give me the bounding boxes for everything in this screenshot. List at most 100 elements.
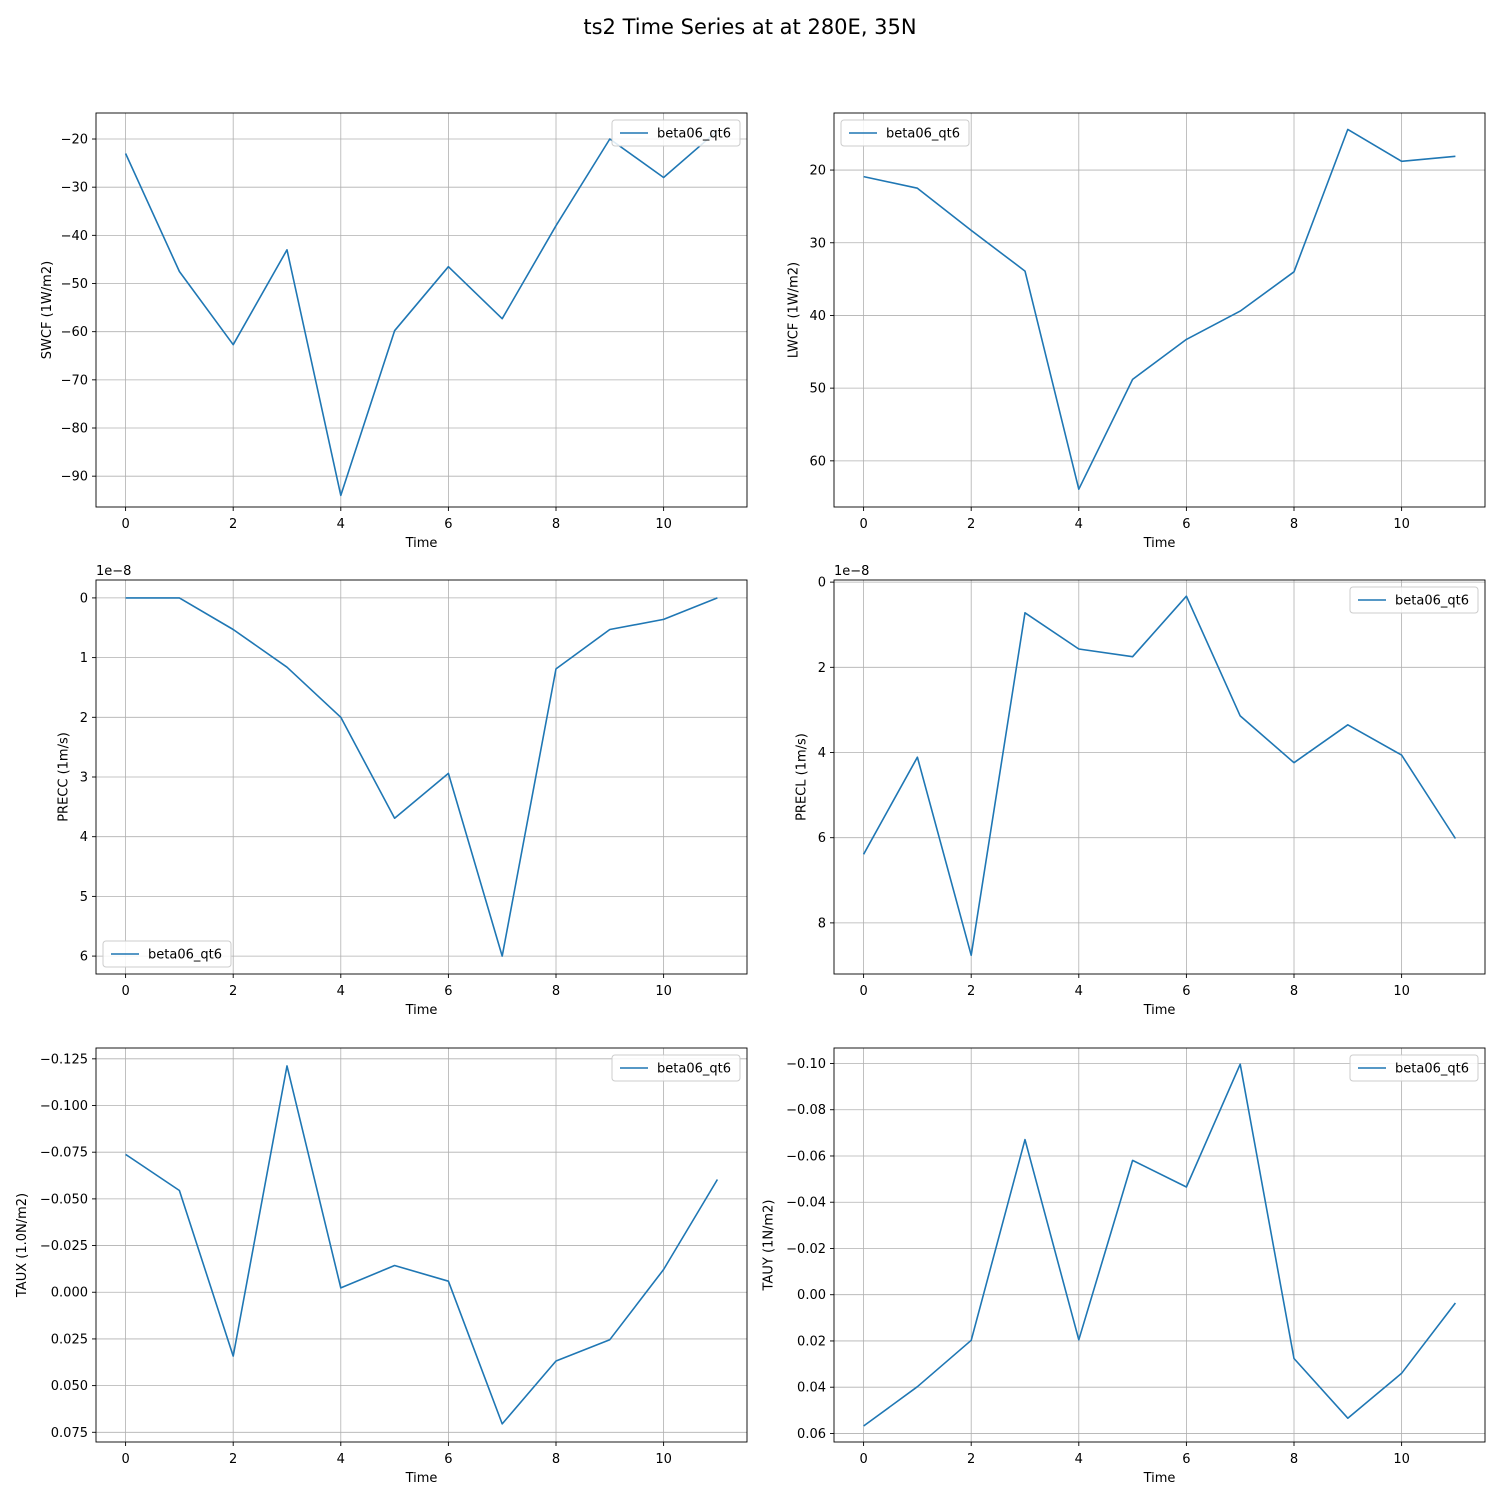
series-line-beta06-qt6	[863, 128, 1456, 491]
subplot-precc: 0 2 4 6 8 10 0 1 2 3 4 5 6 Time PRECC (1m/s) 1e−8 beta06…	[57, 564, 748, 1018]
legend-label: beta06_qt6	[657, 127, 731, 142]
x-tick-label: 0	[121, 517, 129, 532]
y-tick-label: 0.075	[51, 1426, 88, 1441]
y-tick-label: 4	[80, 830, 88, 845]
y-tick-label: −0.08	[786, 1103, 826, 1118]
x-axis-label: Time	[1143, 1003, 1176, 1018]
x-tick-label: 10	[1393, 1452, 1410, 1467]
series-line-beta06-qt6	[863, 1063, 1457, 1427]
legend: beta06_qt6	[1349, 1054, 1479, 1082]
legend: beta06_qt6	[840, 119, 970, 147]
x-axis-label: Time	[405, 536, 438, 551]
x-axis-label: Time	[1143, 536, 1176, 551]
series-line-beta06-qt6	[124, 130, 718, 497]
figure-title: ts2 Time Series at at 280E, 35N	[583, 15, 917, 39]
x-tick-label: 10	[1393, 984, 1410, 999]
x-axis-label: Time	[1143, 1471, 1176, 1486]
y-offset-text: 1e−8	[834, 564, 869, 579]
x-tick-label: 4	[1075, 984, 1083, 999]
y-tick-label: −70	[61, 373, 88, 388]
x-tick-label: 2	[229, 517, 237, 532]
x-tick-label: 10	[1393, 517, 1410, 532]
y-tick-label: 6	[80, 950, 88, 965]
y-axis-label: LWCF (1W/m2)	[786, 262, 801, 358]
x-tick-label: 0	[121, 984, 129, 999]
x-tick-label: 0	[859, 984, 867, 999]
y-tick-label: 0.04	[797, 1381, 826, 1396]
axes-frame	[833, 1047, 1486, 1443]
x-tick-label: 0	[121, 1452, 129, 1467]
y-tick-label: 40	[809, 309, 826, 324]
x-tick-label: 2	[967, 1452, 975, 1467]
legend-label: beta06_qt6	[148, 948, 222, 963]
legend-box	[1349, 586, 1479, 614]
y-tick-label: −0.100	[40, 1099, 88, 1114]
subplot-swcf: 0 2 4 6 8 10 −90 −80 −70 −60 −50 −40 −30 −20 Time SWCF …	[40, 112, 748, 551]
x-tick-label: 10	[655, 1452, 672, 1467]
x-tick-label: 2	[967, 517, 975, 532]
series-line-beta06-qt6	[125, 1065, 719, 1425]
y-tick-label: 20	[809, 164, 826, 179]
y-tick-label: 0.00	[797, 1288, 826, 1303]
y-tick-label: −0.050	[40, 1192, 88, 1207]
y-axis-label: TAUY (1N/m2)	[762, 1200, 777, 1292]
legend: beta06_qt6	[102, 940, 232, 968]
x-tick-label: 0	[859, 517, 867, 532]
legend-box	[611, 119, 741, 147]
x-tick-label: 6	[1182, 1452, 1190, 1467]
y-tick-label: −60	[61, 325, 88, 340]
x-tick-label: 2	[229, 1452, 237, 1467]
y-tick-label: 5	[80, 890, 88, 905]
x-tick-label: 2	[967, 984, 975, 999]
subplot-taux: 0 2 4 6 8 10 −0.125 −0.100 −0.075 −0.050 −0.025 0.0…	[15, 1047, 748, 1486]
y-tick-label: 8	[818, 916, 826, 931]
legend: beta06_qt6	[611, 1054, 741, 1082]
subplot-precl: 0 2 4 6 8 10 0 2 4 6 8 Time PRECL (1m/s) 1e−8 beta06_q…	[795, 564, 1486, 1018]
x-axis-label: Time	[405, 1003, 438, 1018]
x-tick-label: 6	[444, 517, 452, 532]
x-tick-label: 6	[1182, 984, 1190, 999]
y-tick-label: 0.025	[51, 1332, 88, 1347]
x-tick-label: 10	[655, 984, 672, 999]
y-axis-label: PRECC (1m/s)	[57, 732, 72, 822]
x-axis-label: Time	[405, 1471, 438, 1486]
y-tick-label: 60	[809, 454, 826, 469]
x-tick-label: 4	[337, 517, 345, 532]
legend: beta06_qt6	[611, 119, 741, 147]
legend-box	[102, 940, 232, 968]
x-tick-label: 6	[444, 984, 452, 999]
legend-label: beta06_qt6	[1395, 594, 1469, 609]
y-tick-label: −40	[61, 229, 88, 244]
y-tick-label: −20	[61, 133, 88, 148]
x-tick-label: 4	[1075, 517, 1083, 532]
y-tick-label: −30	[61, 181, 88, 196]
y-tick-label: −0.02	[786, 1242, 826, 1257]
y-tick-label: 30	[809, 236, 826, 251]
legend-label: beta06_qt6	[886, 127, 960, 142]
y-tick-label: 2	[818, 661, 826, 676]
y-tick-label: −0.04	[786, 1196, 826, 1211]
y-tick-label: −0.06	[786, 1149, 826, 1164]
x-tick-label: 4	[337, 984, 345, 999]
x-tick-label: 0	[859, 1452, 867, 1467]
y-tick-label: 0.06	[797, 1427, 826, 1442]
x-tick-label: 6	[1182, 517, 1190, 532]
x-tick-label: 8	[1290, 1452, 1298, 1467]
x-tick-label: 2	[229, 984, 237, 999]
legend-label: beta06_qt6	[657, 1062, 731, 1077]
y-tick-label: −0.10	[786, 1057, 826, 1072]
axes-frame	[833, 112, 1486, 508]
y-tick-label: 3	[80, 771, 88, 786]
x-tick-label: 4	[337, 1452, 345, 1467]
y-tick-label: −0.075	[40, 1146, 88, 1161]
y-tick-label: 0.050	[51, 1379, 88, 1394]
y-tick-label: −0.125	[40, 1052, 88, 1067]
x-tick-label: 8	[1290, 984, 1298, 999]
y-tick-label: 0.000	[51, 1286, 88, 1301]
y-tick-label: 0	[80, 591, 88, 606]
x-tick-label: 4	[1075, 1452, 1083, 1467]
series-line-beta06-qt6	[125, 597, 718, 957]
y-tick-label: −80	[61, 422, 88, 437]
subplot-tauy: 0 2 4 6 8 10 −0.10 −0.08 −0.06 −0.04 −0.02 0.00 0.02…	[762, 1047, 1486, 1486]
legend: beta06_qt6	[1349, 586, 1479, 614]
